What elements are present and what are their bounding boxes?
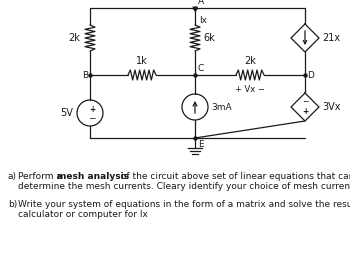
- Text: A: A: [198, 0, 204, 6]
- Text: + Vx −: + Vx −: [235, 85, 265, 94]
- Text: 6k: 6k: [203, 33, 215, 43]
- Text: 21x: 21x: [322, 33, 340, 43]
- Text: b): b): [8, 200, 17, 209]
- Text: D: D: [307, 70, 314, 79]
- Text: Perform a: Perform a: [18, 172, 65, 181]
- Text: C: C: [197, 64, 203, 73]
- Text: 5V: 5V: [60, 108, 73, 118]
- Text: determine the mesh currents. Cleary identify your choice of mesh currents.: determine the mesh currents. Cleary iden…: [18, 182, 350, 191]
- Text: +: +: [302, 108, 308, 117]
- Text: 2k: 2k: [68, 33, 80, 43]
- Text: E: E: [198, 140, 204, 149]
- Text: Write your system of equations in the form of a matrix and solve the resulting m: Write your system of equations in the fo…: [18, 200, 350, 209]
- Text: −: −: [302, 98, 308, 107]
- Text: of the circuit above set of linear equations that can be solved to: of the circuit above set of linear equat…: [118, 172, 350, 181]
- Text: 1k: 1k: [136, 56, 148, 66]
- Text: Ix: Ix: [199, 16, 207, 25]
- Text: −: −: [88, 114, 96, 122]
- Text: 3Vx: 3Vx: [322, 102, 341, 112]
- Text: mesh analysis: mesh analysis: [57, 172, 129, 181]
- Text: 3mA: 3mA: [211, 102, 232, 111]
- Text: calculator or computer for Ix: calculator or computer for Ix: [18, 210, 148, 219]
- Text: 2k: 2k: [244, 56, 256, 66]
- Text: a): a): [8, 172, 17, 181]
- Text: +: +: [89, 105, 95, 114]
- Text: B: B: [82, 70, 88, 79]
